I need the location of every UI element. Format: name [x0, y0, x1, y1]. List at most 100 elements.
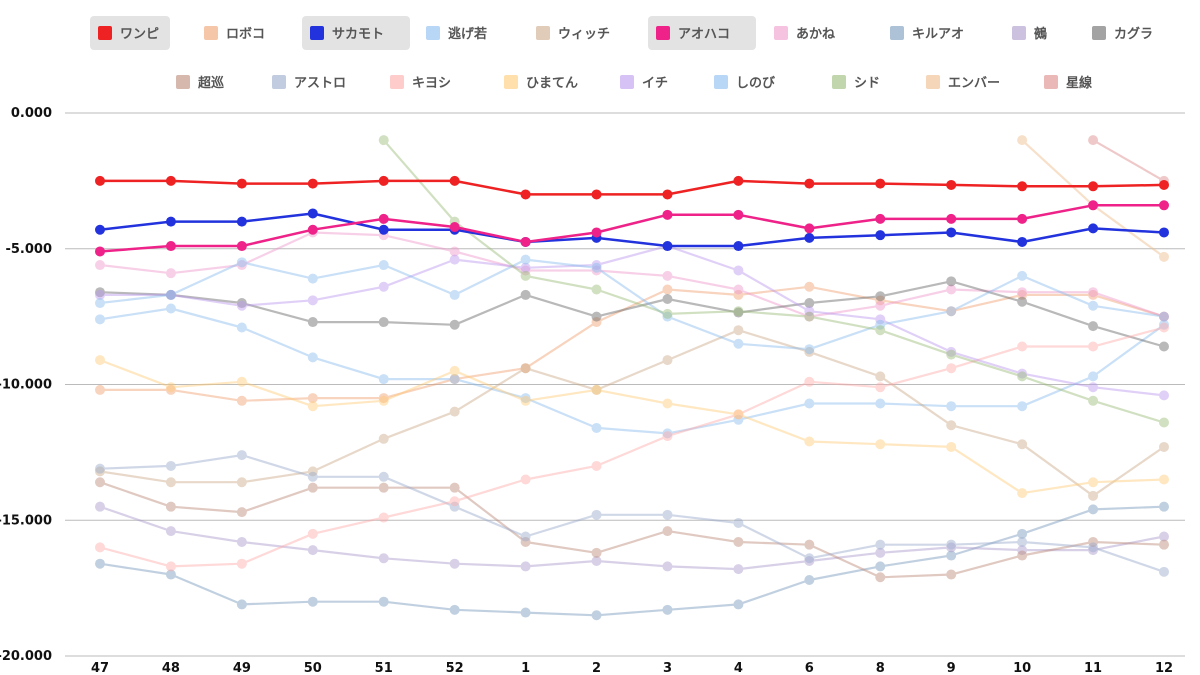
legend-label: しのび — [736, 76, 776, 91]
legend-item[interactable]: 逃げ若 — [426, 26, 487, 42]
data-point — [307, 352, 318, 363]
data-point — [1159, 311, 1169, 322]
data-point — [378, 175, 389, 186]
legend-item[interactable]: しのび — [714, 75, 776, 91]
data-point — [733, 536, 744, 547]
x-tick-label: 8 — [876, 661, 885, 675]
data-point — [449, 374, 460, 385]
legend-item[interactable]: エンバー — [926, 75, 1000, 91]
x-tick-label: 51 — [375, 661, 393, 675]
data-point — [236, 257, 247, 268]
data-point — [378, 395, 389, 406]
data-point — [1088, 536, 1099, 547]
data-point — [591, 509, 602, 520]
x-tick-label: 6 — [805, 661, 814, 675]
series-line — [382, 139, 1165, 424]
data-point — [946, 349, 957, 360]
data-point — [1017, 371, 1028, 382]
legend-item[interactable]: 星線 — [1044, 75, 1093, 91]
data-point — [591, 265, 602, 276]
data-point — [591, 311, 602, 322]
data-point — [307, 545, 318, 556]
legend-item[interactable]: シド — [832, 75, 880, 91]
y-tick-label: -5.000 — [5, 242, 52, 257]
legend-item[interactable]: アストロ — [272, 75, 346, 91]
data-point — [95, 260, 105, 271]
series-15 — [95, 254, 1169, 355]
data-point — [662, 398, 673, 409]
series-line — [99, 329, 1165, 497]
data-point — [165, 289, 176, 300]
data-point — [378, 482, 389, 493]
legend-swatch — [204, 26, 218, 40]
data-point — [804, 311, 815, 322]
data-point — [520, 393, 531, 404]
x-tick-label: 52 — [446, 661, 464, 675]
data-point — [946, 276, 957, 287]
data-point — [946, 420, 957, 431]
data-point — [236, 507, 247, 518]
legend-swatch — [926, 75, 940, 89]
legend-item[interactable]: イチ — [620, 75, 668, 91]
data-point — [95, 384, 105, 395]
y-tick-label: -10.000 — [0, 378, 52, 393]
data-point — [1017, 181, 1028, 192]
data-point — [1017, 289, 1028, 300]
legend-item[interactable]: ウィッチ — [536, 26, 610, 42]
data-point — [804, 232, 815, 243]
data-point — [165, 561, 176, 572]
data-point — [236, 477, 247, 488]
data-point — [236, 322, 247, 333]
x-tick-label: 11 — [1084, 661, 1102, 675]
legend-item[interactable]: ロボコ — [204, 26, 265, 42]
data-point — [591, 189, 602, 200]
y-tick-label: -20.000 — [0, 649, 52, 664]
data-point — [378, 433, 389, 444]
series-18 — [1088, 135, 1169, 186]
data-point — [520, 265, 531, 276]
x-tick-label: 48 — [162, 661, 180, 675]
x-tick-label: 49 — [233, 661, 251, 675]
data-point — [804, 306, 815, 317]
legend-item[interactable]: ワンピ — [90, 16, 170, 50]
legend-item[interactable]: キルアオ — [890, 26, 964, 42]
legend-item[interactable]: 超巡 — [176, 75, 224, 91]
y-tick-label: 0.000 — [11, 106, 52, 121]
data-point — [875, 572, 886, 583]
legend-item[interactable]: アオハコ — [648, 16, 756, 50]
series-9 — [95, 276, 1169, 352]
data-point — [591, 555, 602, 566]
x-tick-label: 4 — [734, 661, 743, 675]
data-point — [1159, 501, 1169, 512]
data-point — [1017, 550, 1028, 561]
legend-label: ひまてん — [526, 76, 578, 91]
legend-item[interactable]: あかね — [774, 26, 835, 42]
legend-item[interactable]: キヨシ — [390, 75, 451, 91]
data-point — [378, 281, 389, 292]
data-point — [378, 471, 389, 482]
data-point — [1017, 135, 1028, 146]
data-point — [307, 178, 318, 189]
data-point — [1159, 200, 1169, 211]
data-point — [662, 604, 673, 615]
data-point — [95, 287, 105, 298]
data-point — [733, 209, 744, 220]
data-point — [875, 325, 886, 336]
legend-item[interactable]: サカモト — [302, 16, 410, 50]
data-point — [236, 260, 247, 271]
legend-item[interactable]: 鵺 — [1012, 26, 1047, 42]
data-point — [165, 241, 176, 252]
data-point — [1159, 441, 1169, 452]
legend-label: あかね — [796, 27, 835, 42]
data-point — [662, 431, 673, 442]
x-tick-label: 3 — [663, 661, 672, 675]
series-1 — [95, 281, 1169, 406]
legend-item[interactable]: ひまてん — [504, 75, 578, 91]
legend-item[interactable]: カグラ — [1092, 26, 1153, 42]
data-point — [1088, 382, 1099, 393]
data-point — [378, 213, 389, 224]
data-point — [875, 319, 886, 330]
data-point — [236, 536, 247, 547]
data-point — [520, 607, 531, 618]
data-point — [236, 450, 247, 461]
